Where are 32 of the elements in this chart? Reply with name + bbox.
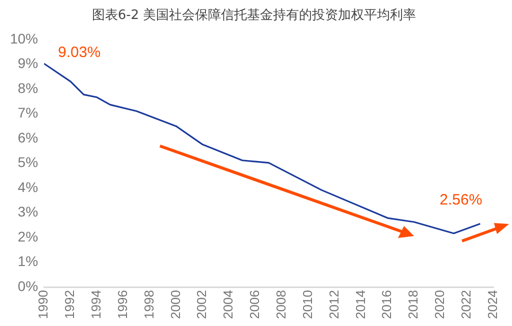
x-tick-label: 1996 xyxy=(114,290,130,319)
x-tick-label: 2008 xyxy=(274,290,289,319)
x-tick-label: 2004 xyxy=(220,290,236,319)
x-tick-label: 2002 xyxy=(194,290,210,319)
y-tick-label: 8% xyxy=(18,80,38,96)
x-tick-label: 2018 xyxy=(406,290,421,319)
y-tick-label: 1% xyxy=(18,253,38,270)
chart-title: 图表6-2 美国社会保障信托基金持有的投资加权平均利率 xyxy=(92,7,416,24)
x-tick-label: 1992 xyxy=(62,290,78,319)
x-tick-label: 2016 xyxy=(379,290,394,319)
y-tick-label: 7% xyxy=(18,104,38,121)
x-tick-label: 2024 xyxy=(484,290,500,319)
x-tick-label: 1994 xyxy=(88,290,104,319)
y-tick-label: 6% xyxy=(18,129,38,146)
y-tick-label: 3% xyxy=(18,204,38,220)
x-tick-label: 2014 xyxy=(352,290,368,319)
x-tick-label: 2006 xyxy=(247,290,262,319)
y-tick-label: 9% xyxy=(18,55,38,72)
x-tick-label: 2000 xyxy=(168,290,183,319)
x-tick-label: 2020 xyxy=(432,290,448,319)
x-tick-label: 1990 xyxy=(36,290,51,319)
x-tick-label: 1998 xyxy=(141,290,156,319)
y-tick-label: 4% xyxy=(18,178,38,195)
x-tick-label: 2012 xyxy=(326,290,342,319)
y-tick-label: 0% xyxy=(18,278,38,294)
y-tick-label: 5% xyxy=(18,154,38,170)
data-label: 9.03% xyxy=(58,44,101,62)
x-tick-label: 2010 xyxy=(300,290,315,319)
y-tick-label: 2% xyxy=(18,228,38,244)
data-label: 2.56% xyxy=(440,191,482,208)
x-tick-label: 2022 xyxy=(458,290,474,319)
y-tick-label: 10% xyxy=(10,30,38,46)
